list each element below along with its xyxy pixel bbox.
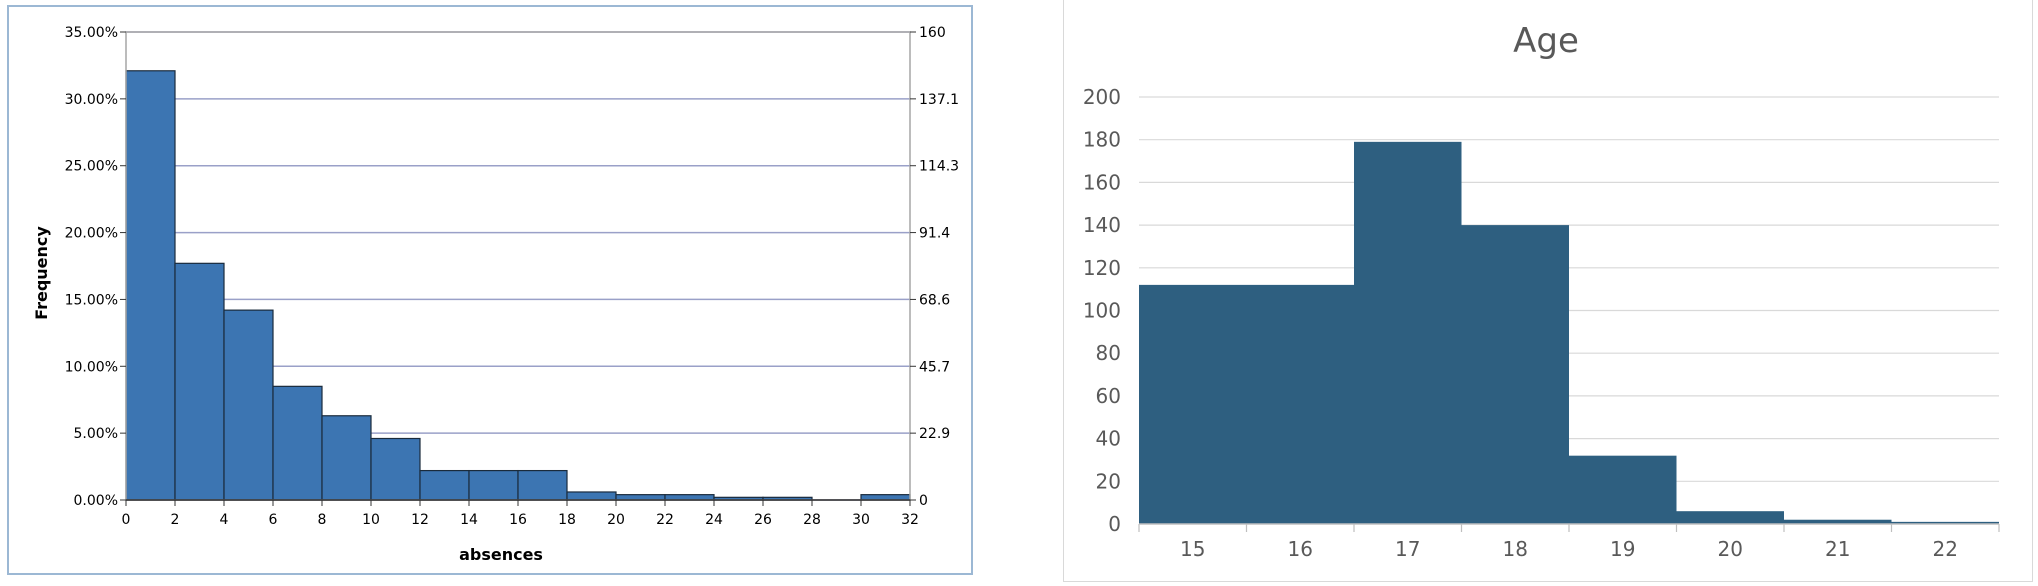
x-tick-label: 19 xyxy=(1610,537,1635,561)
x-tick-label: 18 xyxy=(1503,537,1528,561)
x-tick-label: 28 xyxy=(803,512,821,528)
y-tick-label: 120 xyxy=(1083,256,1121,280)
y-tick-label-right: 160 xyxy=(919,25,946,41)
histogram-bar xyxy=(1891,521,1999,524)
y-tick-label-right: 137.1 xyxy=(919,92,959,108)
y-tick-label-left: 5.00% xyxy=(74,426,118,442)
y-tick-label-left: 20.00% xyxy=(65,226,118,242)
histogram-bar xyxy=(419,469,470,501)
histogram-bar xyxy=(615,494,666,501)
x-tick-label: 12 xyxy=(411,512,429,528)
histogram-bar xyxy=(174,262,225,501)
y-tick-label-right: 0 xyxy=(919,493,928,509)
y-tick-label-right: 22.9 xyxy=(919,426,950,442)
x-tick-label: 16 xyxy=(509,512,527,528)
histogram-bar xyxy=(1676,511,1784,524)
chart-title: Age xyxy=(1513,21,1579,61)
y-tick-label: 20 xyxy=(1096,469,1121,493)
y-tick-label-right: 91.4 xyxy=(919,226,950,242)
x-tick-label: 6 xyxy=(269,512,278,528)
x-axis-title: absences xyxy=(459,545,543,564)
histogram-bar xyxy=(1461,225,1569,524)
histogram-bar xyxy=(272,385,323,501)
x-tick-label: 0 xyxy=(122,512,131,528)
x-tick-label: 32 xyxy=(901,512,919,528)
x-tick-label: 30 xyxy=(852,512,870,528)
y-tick-label-left: 30.00% xyxy=(65,92,118,108)
histogram-bar xyxy=(1139,284,1247,524)
x-tick-label: 16 xyxy=(1288,537,1313,561)
histogram-bar xyxy=(566,491,617,501)
x-tick-label: 2 xyxy=(171,512,180,528)
histogram-bar xyxy=(1354,141,1462,524)
histogram-bar xyxy=(1569,455,1677,524)
x-tick-label: 21 xyxy=(1825,537,1850,561)
y-tick-label-left: 0.00% xyxy=(74,493,118,509)
y-tick-label-left: 15.00% xyxy=(65,292,118,308)
x-tick-label: 14 xyxy=(460,512,478,528)
y-tick-label: 0 xyxy=(1108,512,1121,536)
y-tick-label-right: 68.6 xyxy=(919,292,950,308)
y-tick-label-left: 35.00% xyxy=(65,25,118,41)
histogram-bar xyxy=(321,415,372,501)
age-chart-panel: Age 0 20 40 60 80 100 120 140 160 180 200 15 16 17 18… xyxy=(1063,0,2033,582)
x-tick-label: 26 xyxy=(754,512,772,528)
absences-histogram: 0.00% 5.00% 10.00% 15.00% 20.00% 25.00% 30.00%… xyxy=(32,25,959,564)
y-axis-title: Frequency xyxy=(32,226,51,320)
y-tick-label: 40 xyxy=(1096,427,1121,451)
x-tick-label: 4 xyxy=(220,512,229,528)
histogram-bar xyxy=(468,469,519,501)
x-tick-label: 18 xyxy=(558,512,576,528)
histogram-bar xyxy=(1784,519,1892,524)
y-tick-label-right: 114.3 xyxy=(919,159,959,175)
x-tick-label: 10 xyxy=(362,512,380,528)
x-tick-label: 22 xyxy=(656,512,674,528)
histogram-bar xyxy=(860,494,911,501)
histogram-bar xyxy=(370,437,421,501)
x-tick-label: 17 xyxy=(1395,537,1420,561)
x-tick-label: 8 xyxy=(318,512,327,528)
y-tick-label: 80 xyxy=(1096,341,1121,365)
histogram-bar xyxy=(517,469,568,501)
y-tick-label: 180 xyxy=(1083,128,1121,152)
age-histogram: Age 0 20 40 60 80 100 120 140 160 180 200 15 16 17 18… xyxy=(1083,21,2000,561)
x-tick-label: 15 xyxy=(1180,537,1205,561)
y-tick-label: 160 xyxy=(1083,170,1121,194)
y-tick-label-right: 45.7 xyxy=(919,359,950,375)
histogram-bar xyxy=(1246,284,1354,524)
y-tick-label: 60 xyxy=(1096,384,1121,408)
y-tick-label: 140 xyxy=(1083,213,1121,237)
x-tick-label: 24 xyxy=(705,512,723,528)
x-tick-label: 22 xyxy=(1933,537,1958,561)
histogram-bar xyxy=(125,70,176,501)
histogram-bar xyxy=(223,309,274,501)
y-tick-label: 200 xyxy=(1083,85,1121,109)
x-tick-label: 20 xyxy=(607,512,625,528)
y-tick-label: 100 xyxy=(1083,299,1121,323)
y-tick-label-left: 25.00% xyxy=(65,159,118,175)
histogram-bar xyxy=(664,494,715,501)
absences-chart-panel: 0.00% 5.00% 10.00% 15.00% 20.00% 25.00% 30.00%… xyxy=(7,5,973,575)
y-tick-label-left: 10.00% xyxy=(65,359,118,375)
x-tick-label: 20 xyxy=(1718,537,1743,561)
